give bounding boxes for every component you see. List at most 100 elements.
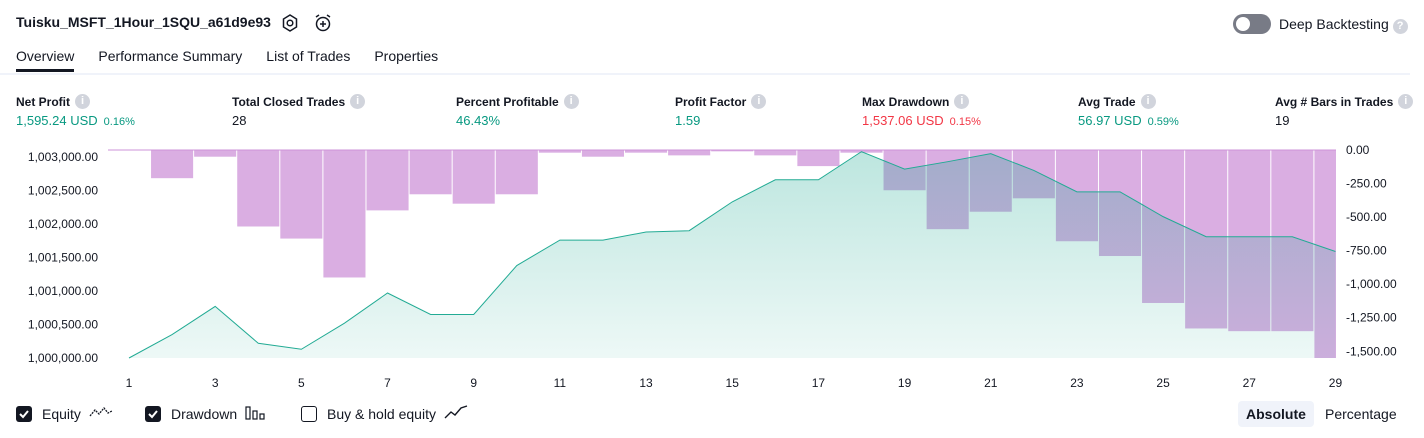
- drawdown-bar: [495, 150, 538, 195]
- tab-overview[interactable]: Overview: [16, 48, 75, 72]
- metric-profit-factor: Profit Factor i 1.59: [675, 94, 767, 128]
- drawdown-bar: [797, 150, 840, 167]
- equity-drawdown-chart[interactable]: 1,003,000.00 1,002,500.00 1,002,000.00 1,00…: [0, 140, 1424, 395]
- absolute-button[interactable]: Absolute: [1238, 401, 1314, 427]
- deep-backtesting-toggle[interactable]: [1233, 14, 1271, 34]
- right-tick-label: -1,000.00: [1346, 277, 1397, 291]
- x-tick-label: 29: [1329, 376, 1343, 390]
- x-tick-label: 9: [470, 376, 477, 390]
- right-tick-label: -500.00: [1346, 210, 1387, 224]
- x-tick-label: 3: [212, 376, 219, 390]
- tab-performance-summary[interactable]: Performance Summary: [98, 48, 243, 64]
- metric-total-closed-trades: Total Closed Trades i 28: [232, 94, 366, 128]
- equity-checkbox[interactable]: [16, 405, 32, 422]
- legend-equity[interactable]: Equity: [16, 404, 113, 423]
- metric-percent: 0.15%: [949, 116, 981, 128]
- drawdown-bar: [151, 150, 194, 179]
- metric-avg-bars-in-trades: Avg # Bars in Trades i 19: [1275, 94, 1414, 128]
- metric-label: Max Drawdown: [862, 94, 950, 109]
- x-tick-label: 23: [1070, 376, 1084, 390]
- drawdown-bar: [323, 150, 366, 278]
- info-icon[interactable]: i: [75, 94, 90, 109]
- info-icon[interactable]: i: [751, 94, 767, 109]
- drawdown-bar: [538, 150, 581, 153]
- drawdown-bars-icon: [245, 404, 267, 423]
- x-tick-label: 15: [726, 376, 740, 390]
- left-tick-label: 1,002,500.00: [28, 184, 98, 198]
- metric-value: 1.59: [675, 113, 701, 128]
- drawdown-bar: [668, 150, 711, 156]
- percentage-button[interactable]: Percentage: [1325, 406, 1397, 422]
- right-axis: 0.00 -250.00 -500.00 -750.00 -1,000.00 -1,250…: [1346, 143, 1397, 358]
- metric-value: 56.97 USD: [1078, 113, 1142, 128]
- left-axis: 1,003,000.00 1,002,500.00 1,002,000.00 1,00…: [28, 150, 98, 365]
- drawdown-bar: [711, 150, 754, 152]
- buy-hold-label: Buy & hold equity: [327, 405, 436, 422]
- metric-percent-profitable: Percent Profitable i 46.43%: [456, 94, 579, 128]
- left-tick-label: 1,003,000.00: [28, 150, 98, 164]
- help-icon[interactable]: ?: [1392, 19, 1408, 34]
- x-tick-label: 1: [126, 376, 133, 390]
- equity-series: [128, 151, 1336, 359]
- left-tick-label: 1,000,500.00: [28, 318, 98, 332]
- strategy-title: Tuisku_MSFT_1Hour_1SQU_a61d9e93: [16, 14, 271, 30]
- equity-line: [128, 151, 1336, 359]
- info-icon[interactable]: i: [954, 94, 970, 109]
- drawdown-bar: [625, 150, 668, 153]
- drawdown-checkbox[interactable]: [145, 405, 161, 422]
- left-tick-label: 1,001,000.00: [28, 284, 98, 298]
- x-tick-label: 19: [898, 376, 912, 390]
- deep-backtesting-label: Deep Backtesting ?: [1279, 16, 1408, 34]
- x-tick-label: 21: [984, 376, 998, 390]
- drawdown-bar: [581, 150, 625, 157]
- buy-hold-line-icon: [444, 404, 468, 423]
- info-icon[interactable]: i: [350, 94, 366, 109]
- x-tick-label: 13: [639, 376, 653, 390]
- deep-backtesting-text: Deep Backtesting: [1279, 16, 1389, 32]
- metric-value: 1,537.06 USD: [862, 113, 944, 128]
- right-tick-label: -1,250.00: [1346, 311, 1397, 325]
- tab-properties[interactable]: Properties: [374, 48, 439, 64]
- left-tick-label: 1,000,000.00: [28, 351, 98, 365]
- x-tick-label: 5: [298, 376, 305, 390]
- equity-label: Equity: [42, 405, 81, 422]
- legend-drawdown[interactable]: Drawdown: [145, 404, 267, 423]
- info-icon[interactable]: i: [1140, 94, 1156, 109]
- right-tick-label: -250.00: [1346, 177, 1387, 191]
- buy-hold-checkbox[interactable]: [301, 405, 317, 422]
- metric-avg-trade: Avg Trade i 56.97 USD 0.59%: [1078, 94, 1179, 128]
- x-tick-label: 7: [384, 376, 391, 390]
- metric-label: Net Profit: [16, 94, 70, 109]
- drawdown-bar: [366, 150, 409, 211]
- tab-list-of-trades[interactable]: List of Trades: [266, 48, 351, 64]
- metric-label: Avg Trade: [1078, 94, 1136, 109]
- metric-value: 19: [1275, 113, 1290, 128]
- metric-value: 1,595.24 USD: [16, 113, 98, 128]
- metric-label: Total Closed Trades: [232, 94, 346, 109]
- drawdown-bar: [754, 150, 797, 156]
- x-tick-label: 11: [554, 376, 567, 390]
- settings-icon[interactable]: [280, 13, 300, 33]
- drawdown-bar: [452, 150, 495, 204]
- info-icon[interactable]: i: [563, 94, 579, 109]
- metric-label: Percent Profitable: [456, 94, 559, 109]
- left-tick-label: 1,002,000.00: [28, 217, 98, 231]
- metric-max-drawdown: Max Drawdown i 1,537.06 USD 0.15%: [862, 94, 981, 128]
- info-icon[interactable]: i: [1398, 94, 1414, 109]
- metric-percent: 0.16%: [103, 116, 135, 128]
- metric-percent: 0.59%: [1147, 116, 1179, 128]
- drawdown-bar: [409, 150, 452, 195]
- tab-divider: [0, 73, 1410, 75]
- right-tick-label: 0.00: [1346, 143, 1370, 157]
- add-alert-icon[interactable]: [313, 13, 333, 33]
- metric-net-profit: Net Profit i 1,595.24 USD 0.16%: [16, 94, 135, 128]
- right-tick-label: -750.00: [1346, 244, 1387, 258]
- x-tick-label: 25: [1156, 376, 1170, 390]
- drawdown-label: Drawdown: [171, 405, 238, 422]
- legend-buy-hold[interactable]: Buy & hold equity: [301, 404, 468, 423]
- equity-area: [129, 151, 1336, 358]
- x-tick-label: 17: [812, 376, 826, 390]
- metric-value: 28: [232, 113, 247, 128]
- drawdown-bar: [237, 150, 280, 227]
- equity-line-icon: [89, 404, 113, 423]
